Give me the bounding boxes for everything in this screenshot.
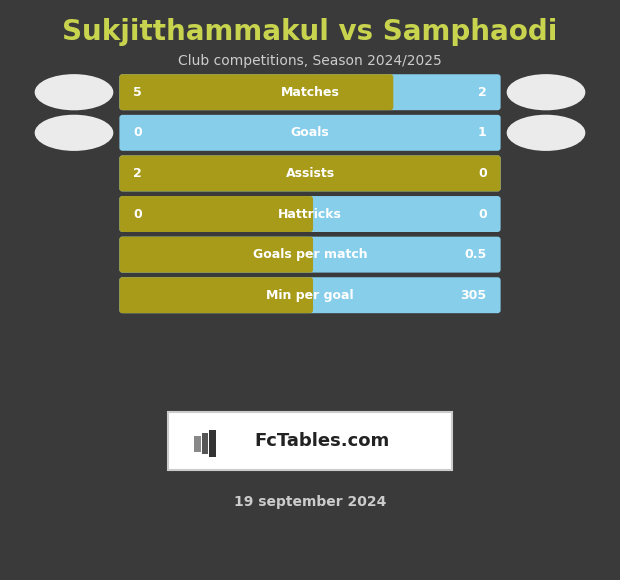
Text: Hattricks: Hattricks bbox=[278, 208, 342, 220]
Text: 0.5: 0.5 bbox=[464, 248, 487, 261]
Text: Sukjitthammakul vs Samphaodi: Sukjitthammakul vs Samphaodi bbox=[63, 18, 557, 46]
Ellipse shape bbox=[507, 115, 585, 151]
FancyBboxPatch shape bbox=[120, 115, 500, 151]
Text: 0: 0 bbox=[478, 208, 487, 220]
FancyBboxPatch shape bbox=[120, 155, 500, 191]
FancyBboxPatch shape bbox=[120, 277, 313, 313]
Ellipse shape bbox=[35, 74, 113, 110]
Text: 0: 0 bbox=[478, 167, 487, 180]
FancyBboxPatch shape bbox=[120, 237, 500, 273]
Text: 5: 5 bbox=[133, 86, 142, 99]
FancyBboxPatch shape bbox=[120, 237, 313, 273]
FancyBboxPatch shape bbox=[120, 74, 500, 110]
FancyBboxPatch shape bbox=[120, 277, 500, 313]
Text: 0: 0 bbox=[133, 126, 142, 139]
FancyBboxPatch shape bbox=[202, 433, 208, 455]
Ellipse shape bbox=[507, 74, 585, 110]
Text: 305: 305 bbox=[461, 289, 487, 302]
Ellipse shape bbox=[35, 115, 113, 151]
Text: FcTables.com: FcTables.com bbox=[254, 432, 390, 450]
FancyBboxPatch shape bbox=[120, 74, 393, 110]
Text: Assists: Assists bbox=[285, 167, 335, 180]
FancyBboxPatch shape bbox=[168, 412, 452, 470]
Text: Goals per match: Goals per match bbox=[253, 248, 367, 261]
Text: Goals: Goals bbox=[291, 126, 329, 139]
Text: 2: 2 bbox=[478, 86, 487, 99]
Text: Min per goal: Min per goal bbox=[266, 289, 354, 302]
FancyBboxPatch shape bbox=[209, 430, 216, 457]
Text: 19 september 2024: 19 september 2024 bbox=[234, 495, 386, 509]
FancyBboxPatch shape bbox=[195, 436, 201, 451]
FancyBboxPatch shape bbox=[120, 196, 500, 232]
Text: 0: 0 bbox=[133, 208, 142, 220]
FancyBboxPatch shape bbox=[120, 155, 500, 191]
Text: Club competitions, Season 2024/2025: Club competitions, Season 2024/2025 bbox=[178, 54, 442, 68]
Text: 2: 2 bbox=[133, 167, 142, 180]
Text: Matches: Matches bbox=[281, 86, 339, 99]
Text: 1: 1 bbox=[478, 126, 487, 139]
FancyBboxPatch shape bbox=[120, 196, 313, 232]
